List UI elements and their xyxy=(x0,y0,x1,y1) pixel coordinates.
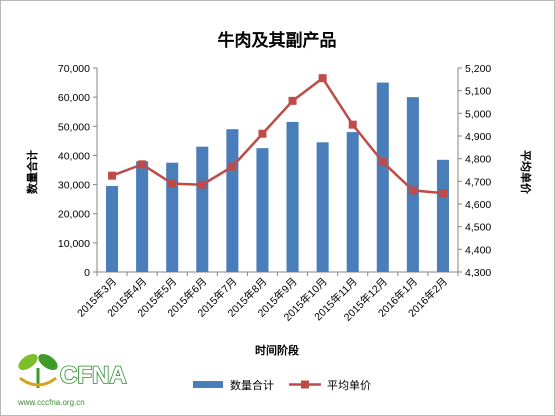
price-line xyxy=(111,76,444,195)
price-point xyxy=(138,160,147,169)
y-axis-right-title: 平均单价 xyxy=(519,150,533,195)
y-right-tick-label: 5,000 xyxy=(465,108,491,120)
legend-swatch-marker xyxy=(301,380,309,389)
bar xyxy=(226,129,239,272)
y-left-tick-label: 30,000 xyxy=(58,180,90,192)
price-point xyxy=(378,158,387,167)
price-point xyxy=(228,162,237,171)
price-point xyxy=(318,74,327,83)
y-right-tick-label: 5,100 xyxy=(465,86,491,98)
legend-label-price: 平均单价 xyxy=(327,379,371,392)
bar xyxy=(136,161,149,272)
legend-swatch-bar xyxy=(193,381,223,388)
logo-text: CFNA xyxy=(60,362,127,389)
y-right-tick-label: 4,400 xyxy=(465,244,491,256)
legend: 数量合计 平均单价 xyxy=(193,378,371,392)
y-right-tick-label: 4,800 xyxy=(465,154,491,166)
y-right-tick-label: 4,300 xyxy=(465,267,491,279)
bar xyxy=(166,162,179,272)
cfna-logo: CFNA www.cccfna.org.cn xyxy=(17,354,127,407)
y-left-tick-label: 10,000 xyxy=(58,238,90,250)
chart-title: 牛肉及其副产品 xyxy=(218,30,337,51)
price-point xyxy=(408,186,417,195)
plot-area: 0 10,000 20,000 30,000 40,000 50,000 60,000 70,… xyxy=(58,63,492,324)
price-point xyxy=(348,120,357,129)
bar xyxy=(346,132,359,272)
y-left-tick-label: 70,000 xyxy=(58,63,90,75)
y-left-tick-label: 0 xyxy=(84,267,90,279)
price-point xyxy=(168,179,177,188)
bar xyxy=(196,146,209,272)
y-right-tick-label: 4,900 xyxy=(465,131,491,143)
y-left-tick-label: 20,000 xyxy=(58,209,90,221)
y-axis-left-title: 数量合计 xyxy=(25,150,39,194)
y-right-tick-label: 4,500 xyxy=(465,222,491,234)
legend-label-quantity: 数量合计 xyxy=(230,378,274,392)
y-right-tick-label: 4,700 xyxy=(465,176,491,188)
bar xyxy=(256,148,269,272)
bar xyxy=(376,82,389,272)
y-left-tick-label: 40,000 xyxy=(58,150,90,162)
y-left-tick-label: 50,000 xyxy=(58,121,90,133)
y-right-tick-label: 4,600 xyxy=(465,199,491,211)
price-point xyxy=(198,180,207,189)
bar xyxy=(406,97,419,273)
bar xyxy=(316,142,329,272)
bar xyxy=(106,186,119,272)
price-point xyxy=(438,189,447,198)
price-point xyxy=(288,96,297,105)
price-point xyxy=(258,129,267,138)
bar xyxy=(286,121,299,273)
logo-url: www.cccfna.org.cn xyxy=(17,398,85,407)
price-point xyxy=(108,171,117,180)
bar xyxy=(436,159,449,272)
x-axis-title: 时间阶段 xyxy=(255,343,299,357)
y-right-tick-label: 5,200 xyxy=(465,63,491,75)
y-left-tick-label: 60,000 xyxy=(58,92,90,104)
leaf-icon xyxy=(18,354,58,388)
